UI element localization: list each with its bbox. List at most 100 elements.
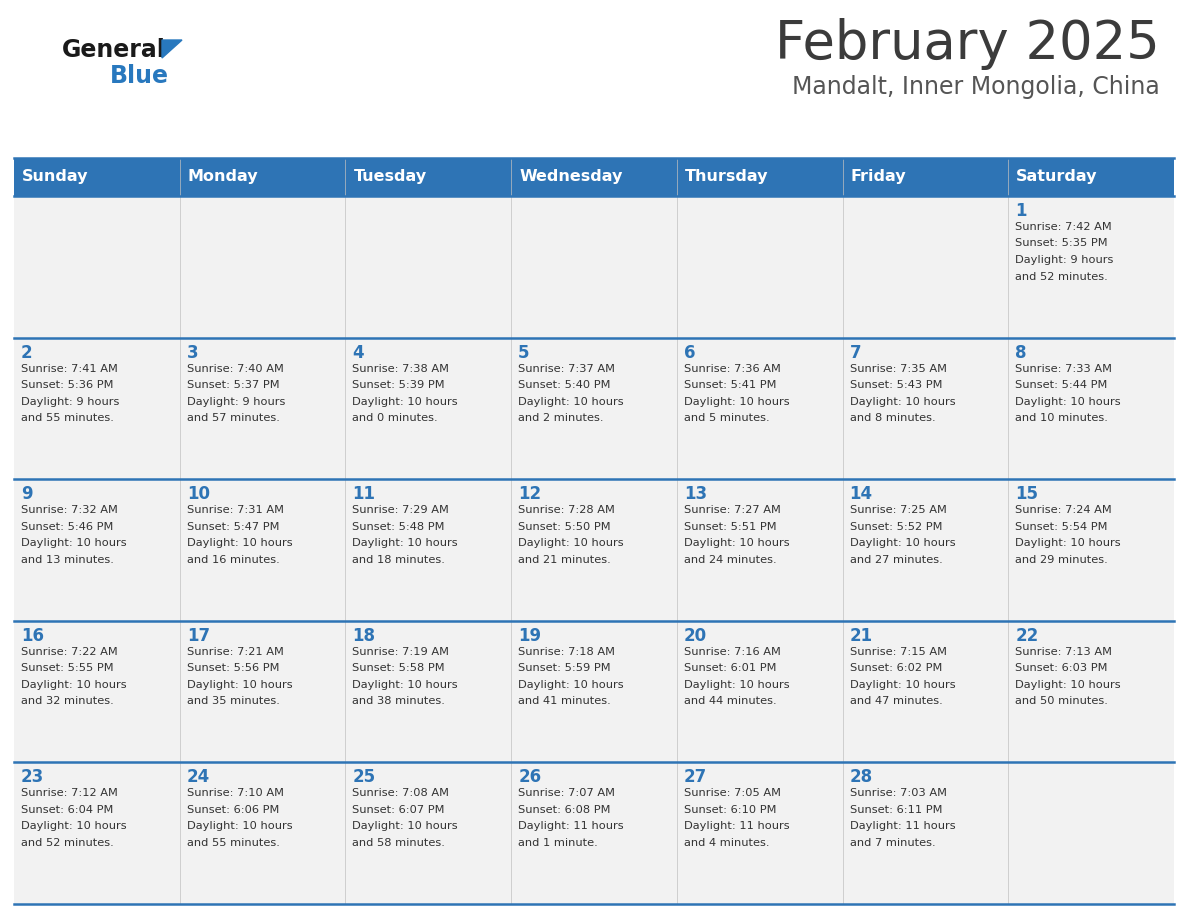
Text: Sunset: 5:54 PM: Sunset: 5:54 PM [1016,521,1107,532]
Text: Sunset: 5:39 PM: Sunset: 5:39 PM [353,380,446,390]
Text: 2: 2 [21,343,32,362]
Bar [1009,338,1174,479]
Bar [677,621,842,763]
Bar [346,158,511,196]
Text: Sunset: 6:04 PM: Sunset: 6:04 PM [21,805,113,815]
Text: Daylight: 11 hours: Daylight: 11 hours [684,822,790,832]
Text: Sunset: 5:55 PM: Sunset: 5:55 PM [21,664,114,673]
Bar [842,763,1009,904]
Text: 8: 8 [1016,343,1026,362]
Text: 20: 20 [684,627,707,644]
Text: Sunset: 6:07 PM: Sunset: 6:07 PM [353,805,446,815]
Text: Daylight: 10 hours: Daylight: 10 hours [21,538,127,548]
Text: Sunset: 6:10 PM: Sunset: 6:10 PM [684,805,776,815]
Text: and 29 minutes.: and 29 minutes. [1016,554,1108,565]
Text: and 0 minutes.: and 0 minutes. [353,413,438,423]
Bar [1009,196,1174,338]
Bar [511,763,677,904]
Text: General: General [62,38,166,62]
Text: and 55 minutes.: and 55 minutes. [187,838,279,848]
Bar [179,763,346,904]
Text: Sunset: 6:11 PM: Sunset: 6:11 PM [849,805,942,815]
Text: Friday: Friday [851,170,906,185]
Text: Sunset: 5:47 PM: Sunset: 5:47 PM [187,521,279,532]
Bar [346,763,511,904]
Text: Sunset: 5:50 PM: Sunset: 5:50 PM [518,521,611,532]
Bar [677,338,842,479]
Bar [1009,158,1174,196]
Text: 5: 5 [518,343,530,362]
Text: Daylight: 10 hours: Daylight: 10 hours [849,397,955,407]
Bar [14,196,179,338]
Text: and 55 minutes.: and 55 minutes. [21,413,114,423]
Bar [179,158,346,196]
Text: Sunrise: 7:18 AM: Sunrise: 7:18 AM [518,647,615,656]
Text: Sunrise: 7:25 AM: Sunrise: 7:25 AM [849,505,947,515]
Text: 24: 24 [187,768,210,787]
Text: and 10 minutes.: and 10 minutes. [1016,413,1108,423]
Text: Sunrise: 7:12 AM: Sunrise: 7:12 AM [21,789,118,799]
Bar [842,158,1009,196]
Bar [842,479,1009,621]
Bar [842,621,1009,763]
Bar [511,479,677,621]
Text: Sunrise: 7:27 AM: Sunrise: 7:27 AM [684,505,781,515]
Text: 19: 19 [518,627,542,644]
Text: Sunrise: 7:31 AM: Sunrise: 7:31 AM [187,505,284,515]
Text: Sunset: 5:59 PM: Sunset: 5:59 PM [518,664,611,673]
Text: and 38 minutes.: and 38 minutes. [353,696,446,706]
Text: 23: 23 [21,768,44,787]
Text: Thursday: Thursday [684,170,769,185]
Text: Wednesday: Wednesday [519,170,623,185]
Text: Daylight: 10 hours: Daylight: 10 hours [518,397,624,407]
Bar [346,621,511,763]
Bar [179,621,346,763]
Text: Sunset: 6:03 PM: Sunset: 6:03 PM [1016,664,1107,673]
Polygon shape [162,40,182,58]
Bar [511,338,677,479]
Text: Daylight: 10 hours: Daylight: 10 hours [849,680,955,689]
Text: Daylight: 10 hours: Daylight: 10 hours [518,538,624,548]
Text: and 4 minutes.: and 4 minutes. [684,838,770,848]
Text: 10: 10 [187,486,210,503]
Text: Daylight: 9 hours: Daylight: 9 hours [21,397,119,407]
Bar [14,763,179,904]
Text: Sunset: 5:48 PM: Sunset: 5:48 PM [353,521,446,532]
Text: Daylight: 10 hours: Daylight: 10 hours [849,538,955,548]
Bar [1009,621,1174,763]
Text: Sunset: 5:44 PM: Sunset: 5:44 PM [1016,380,1107,390]
Text: and 8 minutes.: and 8 minutes. [849,413,935,423]
Text: Daylight: 10 hours: Daylight: 10 hours [684,397,790,407]
Text: Sunday: Sunday [23,170,88,185]
Text: 7: 7 [849,343,861,362]
Bar [179,479,346,621]
Bar [14,158,179,196]
Text: Sunrise: 7:28 AM: Sunrise: 7:28 AM [518,505,615,515]
Text: Daylight: 10 hours: Daylight: 10 hours [21,822,127,832]
Text: Sunrise: 7:03 AM: Sunrise: 7:03 AM [849,789,947,799]
Text: 16: 16 [21,627,44,644]
Text: 11: 11 [353,486,375,503]
Text: and 35 minutes.: and 35 minutes. [187,696,279,706]
Text: 14: 14 [849,486,873,503]
Text: Sunset: 5:46 PM: Sunset: 5:46 PM [21,521,113,532]
Text: Sunrise: 7:35 AM: Sunrise: 7:35 AM [849,364,947,374]
Text: Sunset: 5:36 PM: Sunset: 5:36 PM [21,380,114,390]
Text: Tuesday: Tuesday [353,170,426,185]
Text: Monday: Monday [188,170,258,185]
Text: Sunset: 5:43 PM: Sunset: 5:43 PM [849,380,942,390]
Text: Sunset: 5:35 PM: Sunset: 5:35 PM [1016,239,1108,249]
Text: Sunrise: 7:33 AM: Sunrise: 7:33 AM [1016,364,1112,374]
Text: Sunrise: 7:22 AM: Sunrise: 7:22 AM [21,647,118,656]
Bar [511,158,677,196]
Text: Sunrise: 7:15 AM: Sunrise: 7:15 AM [849,647,947,656]
Text: and 7 minutes.: and 7 minutes. [849,838,935,848]
Bar [511,621,677,763]
Text: Sunrise: 7:10 AM: Sunrise: 7:10 AM [187,789,284,799]
Text: Daylight: 9 hours: Daylight: 9 hours [1016,255,1113,265]
Text: 21: 21 [849,627,873,644]
Bar [14,479,179,621]
Text: Daylight: 10 hours: Daylight: 10 hours [187,538,292,548]
Text: Sunset: 6:01 PM: Sunset: 6:01 PM [684,664,776,673]
Text: Daylight: 10 hours: Daylight: 10 hours [518,680,624,689]
